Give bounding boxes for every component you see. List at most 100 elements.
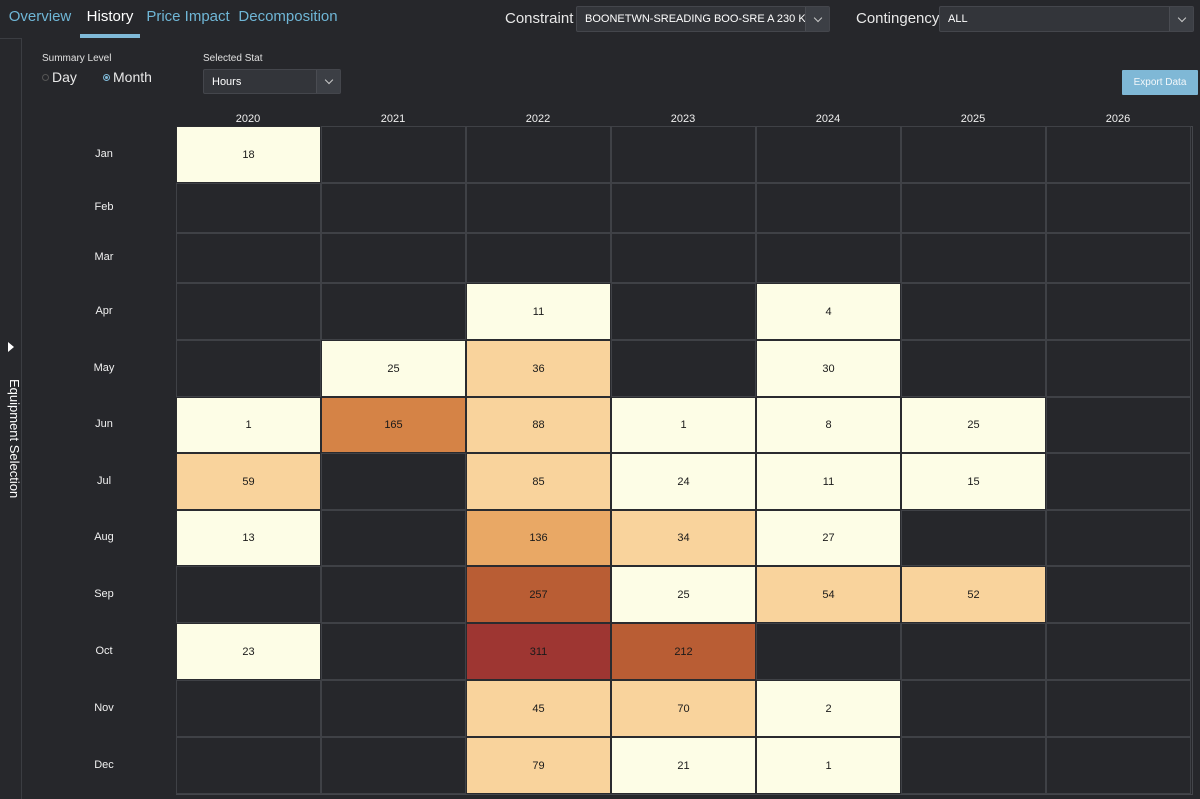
heatmap-cell bbox=[176, 566, 321, 623]
heatmap-cell bbox=[176, 680, 321, 737]
heatmap-cell bbox=[321, 233, 466, 283]
heatmap-cell[interactable]: 36 bbox=[466, 340, 611, 397]
heatmap-cell bbox=[901, 340, 1046, 397]
top-bar: Overview History Price Impact Decomposit… bbox=[0, 0, 1200, 38]
selected-stat-dropdown[interactable]: Hours bbox=[203, 69, 341, 94]
year-column-label: 2024 bbox=[815, 113, 841, 125]
month-row-label: Mar bbox=[94, 251, 114, 263]
heatmap-cell bbox=[466, 126, 611, 183]
heatmap-cell bbox=[901, 283, 1046, 340]
heatmap-cell bbox=[321, 183, 466, 233]
heatmap-cell bbox=[901, 233, 1046, 283]
radio-day[interactable]: Day bbox=[42, 69, 77, 85]
heatmap-cell bbox=[611, 283, 756, 340]
tab-price-impact[interactable]: Price Impact bbox=[146, 8, 230, 25]
equipment-selection-label: Equipment Selection bbox=[7, 379, 22, 499]
selected-stat-value: Hours bbox=[212, 75, 242, 88]
month-row-label: Feb bbox=[94, 201, 114, 213]
export-data-button[interactable]: Export Data bbox=[1122, 70, 1198, 95]
heatmap-cell[interactable]: 13 bbox=[176, 510, 321, 566]
heatmap-cell bbox=[321, 737, 466, 794]
heatmap-cell[interactable]: 34 bbox=[611, 510, 756, 566]
heatmap-cell[interactable]: 54 bbox=[756, 566, 901, 623]
contingency-value: ALL bbox=[948, 13, 968, 25]
heatmap-cell[interactable]: 59 bbox=[176, 453, 321, 510]
heatmap-cell[interactable]: 4 bbox=[756, 283, 901, 340]
heatmap-cell bbox=[611, 126, 756, 183]
heatmap-cell[interactable]: 11 bbox=[466, 283, 611, 340]
heatmap-cell bbox=[321, 623, 466, 680]
heatmap-cell[interactable]: 11 bbox=[756, 453, 901, 510]
heatmap-cell bbox=[901, 126, 1046, 183]
radio-month[interactable]: Month bbox=[103, 69, 152, 85]
heatmap-cell[interactable]: 21 bbox=[611, 737, 756, 794]
equipment-selection-panel-toggle[interactable]: Equipment Selection bbox=[0, 38, 22, 799]
heatmap-cell bbox=[611, 340, 756, 397]
heatmap-cell[interactable]: 136 bbox=[466, 510, 611, 566]
heatmap-cell bbox=[176, 737, 321, 794]
heatmap-cell[interactable]: 1 bbox=[611, 397, 756, 453]
heatmap-cell bbox=[901, 737, 1046, 794]
tab-history[interactable]: History bbox=[80, 0, 140, 38]
heatmap-cell[interactable]: 45 bbox=[466, 680, 611, 737]
heatmap-cell bbox=[1046, 283, 1191, 340]
heatmap-cell[interactable]: 27 bbox=[756, 510, 901, 566]
month-row-label: Oct bbox=[95, 644, 113, 657]
heatmap-cell bbox=[1046, 566, 1191, 623]
heatmap-cell bbox=[1046, 680, 1191, 737]
heatmap-cell bbox=[1046, 340, 1191, 397]
year-column-label: 2025 bbox=[960, 113, 986, 125]
heatmap-cell bbox=[321, 283, 466, 340]
tab-overview[interactable]: Overview bbox=[8, 8, 72, 25]
contingency-label: Contingency bbox=[856, 10, 940, 27]
month-row-label: May bbox=[93, 361, 115, 374]
month-row-label: Aug bbox=[94, 531, 114, 543]
heatmap-cell[interactable]: 311 bbox=[466, 623, 611, 680]
heatmap-cell[interactable]: 25 bbox=[611, 566, 756, 623]
heatmap-cell bbox=[321, 680, 466, 737]
heatmap-cell bbox=[321, 126, 466, 183]
heatmap-cell[interactable]: 85 bbox=[466, 453, 611, 510]
year-column-label: 2020 bbox=[235, 113, 261, 125]
radio-day-label: Day bbox=[52, 69, 77, 85]
heatmap-cell bbox=[176, 233, 321, 283]
heatmap-cell[interactable]: 18 bbox=[176, 126, 321, 183]
heatmap-cell[interactable]: 15 bbox=[901, 453, 1046, 510]
heatmap-cell[interactable]: 257 bbox=[466, 566, 611, 623]
heatmap-cell[interactable]: 88 bbox=[466, 397, 611, 453]
expand-arrow-icon bbox=[8, 342, 14, 352]
heatmap-cell[interactable]: 25 bbox=[321, 340, 466, 397]
heatmap-cell[interactable]: 1 bbox=[176, 397, 321, 453]
heatmap-cell bbox=[1046, 397, 1191, 453]
heatmap-cell bbox=[901, 623, 1046, 680]
heatmap-cell bbox=[321, 566, 466, 623]
radio-month-label: Month bbox=[113, 69, 152, 85]
heatmap-cell bbox=[1046, 510, 1191, 566]
constraint-dropdown[interactable]: BOONETWN-SREADING BOO-SRE A 230 KV bbox=[576, 6, 830, 32]
heatmap-cell[interactable]: 70 bbox=[611, 680, 756, 737]
heatmap-cell[interactable]: 23 bbox=[176, 623, 321, 680]
year-column-label: 2026 bbox=[1105, 113, 1131, 125]
heatmap-cell bbox=[901, 680, 1046, 737]
contingency-dropdown[interactable]: ALL bbox=[939, 6, 1194, 32]
heatmap-cell[interactable]: 8 bbox=[756, 397, 901, 453]
heatmap-cell[interactable]: 52 bbox=[901, 566, 1046, 623]
heatmap-cell[interactable]: 30 bbox=[756, 340, 901, 397]
heatmap-cell bbox=[466, 183, 611, 233]
heatmap-cell[interactable]: 2 bbox=[756, 680, 901, 737]
month-row-label: Sep bbox=[94, 587, 114, 600]
heatmap-cell bbox=[1046, 623, 1191, 680]
heatmap-cell[interactable]: 24 bbox=[611, 453, 756, 510]
heatmap-cell bbox=[1046, 453, 1191, 510]
heatmap-cell[interactable]: 79 bbox=[466, 737, 611, 794]
heatmap-cell bbox=[611, 183, 756, 233]
heatmap-cell bbox=[321, 453, 466, 510]
heatmap-cell[interactable]: 165 bbox=[321, 397, 466, 453]
heatmap-cell bbox=[1046, 183, 1191, 233]
heatmap-cell[interactable]: 212 bbox=[611, 623, 756, 680]
tab-decomposition[interactable]: Decomposition bbox=[238, 8, 338, 25]
heatmap-cell bbox=[756, 623, 901, 680]
heatmap-cell[interactable]: 25 bbox=[901, 397, 1046, 453]
heatmap-cell bbox=[611, 233, 756, 283]
heatmap-cell[interactable]: 1 bbox=[756, 737, 901, 794]
